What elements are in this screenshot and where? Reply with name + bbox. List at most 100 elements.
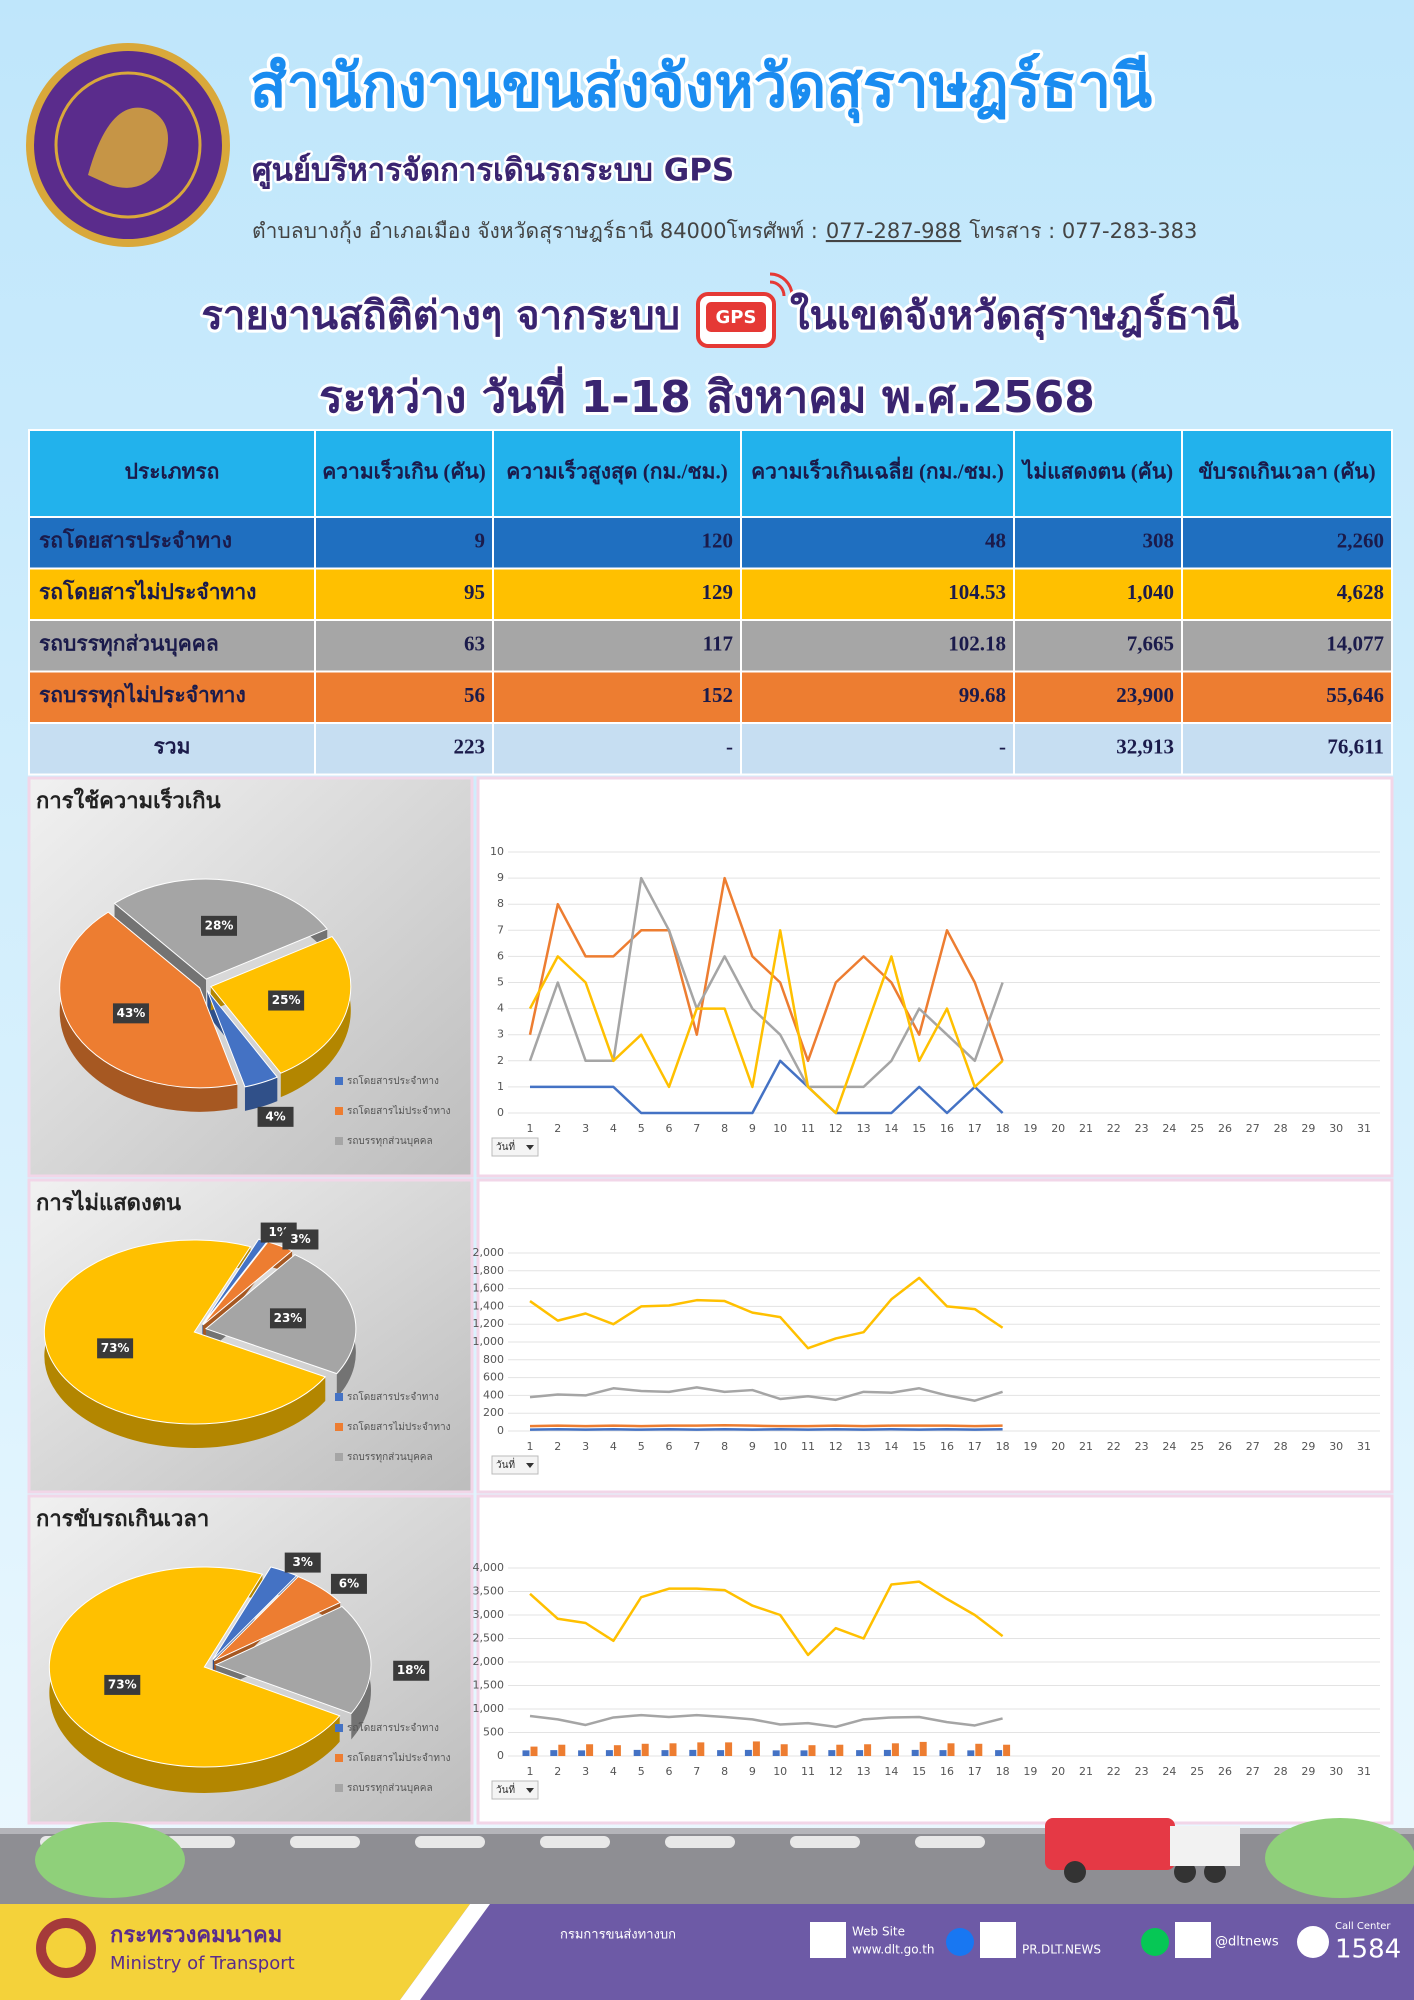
legend-swatch [335, 1107, 343, 1115]
cell-value: 2,260 [1337, 529, 1384, 553]
legend-swatch [335, 1393, 343, 1401]
legend-label: รถโดยสารประจำทาง [347, 1074, 439, 1087]
y-tick-label: 1,200 [473, 1317, 505, 1330]
column-header: ไม่แสดงตน (คัน) [1021, 458, 1173, 483]
cell-value: 63 [464, 632, 485, 656]
pie-label: 28% [205, 918, 234, 932]
cell-value: 55,646 [1326, 683, 1384, 707]
cell-value: 104.53 [948, 580, 1006, 604]
legend-swatch [335, 1077, 343, 1085]
table-cell [1181, 619, 1393, 673]
bar [586, 1744, 594, 1756]
x-tick-label: 6 [666, 1440, 673, 1453]
x-tick-label: 19 [1023, 1122, 1037, 1135]
pie-label-box [268, 990, 305, 1011]
x-tick-label: 30 [1329, 1122, 1343, 1135]
header-address: ตำบลบางกุ้ง อำเภอเมือง จังหวัดสุราษฎร์ธา… [252, 219, 1197, 244]
column-header: ขับรถเกินเวลา (คัน) [1198, 459, 1375, 483]
series-line [528, 929, 1004, 1115]
table-cell [28, 670, 316, 724]
x-tick-label: 8 [721, 1440, 728, 1453]
cell-value: 4,628 [1337, 580, 1384, 604]
x-tick-label: 4 [610, 1765, 617, 1778]
table-cell [28, 567, 316, 621]
line-panel [476, 1494, 1394, 1825]
header-cell [740, 429, 1015, 518]
gps-badge-text: GPS [716, 307, 757, 328]
bar [717, 1750, 725, 1756]
x-tick-label: 23 [1135, 1122, 1149, 1135]
table-cell [492, 567, 742, 621]
x-tick-label: 11 [801, 1440, 815, 1453]
x-tick-label: 14 [884, 1440, 898, 1453]
panel-title: การไม่แสดงตน [36, 1189, 181, 1216]
chart-panels: การใช้ความเร็วเกิน4%43%28%25%รถโดยสารประ… [27, 776, 1394, 1825]
x-tick-label: 25 [1190, 1440, 1204, 1453]
gps-badge: GPS [696, 272, 794, 348]
table-cell [740, 722, 1015, 776]
cell-value: 32,913 [1116, 735, 1174, 759]
pie-label: 6% [339, 1576, 359, 1590]
series-line [528, 876, 1004, 1063]
y-tick-label: 0 [497, 1106, 504, 1119]
bar [605, 1750, 613, 1756]
address: ตำบลบางกุ้ง อำเภอเมือง จังหวัดสุราษฎร์ธา… [252, 219, 818, 244]
x-tick-label: 25 [1190, 1765, 1204, 1778]
x-tick-label: 21 [1079, 1765, 1093, 1778]
x-tick-label: 29 [1301, 1765, 1315, 1778]
pie-slice [214, 1605, 372, 1715]
bar [689, 1749, 697, 1756]
x-tick-label: 23 [1135, 1440, 1149, 1453]
line-chart: 0 200 400 600 800 1,000 1,200 1,400 1,600 1,800 2,… [473, 1246, 1380, 1475]
bar [856, 1750, 864, 1756]
report-title: รายงานสถิติต่างๆ จากระบบ [201, 293, 680, 339]
fax: โทรสาร : 077-283-383 [969, 219, 1197, 243]
bar [828, 1750, 836, 1756]
bar [919, 1741, 927, 1756]
bar [522, 1750, 530, 1756]
x-tick-label: 2 [554, 1765, 561, 1778]
legend-swatch [335, 1784, 343, 1792]
x-tick-label: 24 [1162, 1122, 1176, 1135]
x-tick-label: 30 [1329, 1765, 1343, 1778]
y-tick-label: 3,000 [473, 1608, 505, 1621]
x-tick-label: 10 [773, 1440, 787, 1453]
header-title: สำนักงานขนส่งจังหวัดสุราษฎร์ธานี [250, 52, 1152, 124]
dropdown-arrow [526, 1788, 534, 1793]
bar [939, 1750, 947, 1756]
row-label: รถบรรทุกส่วนบุคคล [39, 632, 219, 658]
x-tick-label: 29 [1301, 1440, 1315, 1453]
x-tick-label: 4 [610, 1440, 617, 1453]
cell-value: 223 [454, 735, 486, 759]
row-label: รถโดยสารประจำทาง [39, 528, 232, 553]
legend-swatch [335, 1137, 343, 1145]
pie-label: 73% [101, 1341, 130, 1355]
x-tick-label: 17 [968, 1440, 982, 1453]
logo [26, 43, 230, 247]
x-tick-label: 3 [582, 1440, 589, 1453]
pie-slice [206, 990, 279, 1088]
day-filter-button [491, 1137, 539, 1157]
y-tick-label: 1,000 [473, 1335, 505, 1348]
bar [752, 1741, 760, 1756]
cell-value: 14,077 [1326, 632, 1384, 656]
pie-slice [48, 1566, 341, 1768]
legend-label: รถบรรทุกส่วนบุคคล [347, 1783, 433, 1794]
x-tick-label: 12 [829, 1765, 843, 1778]
y-tick-label: 4 [497, 1002, 504, 1015]
x-tick-label: 19 [1023, 1440, 1037, 1453]
y-tick-label: 800 [483, 1353, 504, 1366]
bar [911, 1749, 919, 1756]
y-tick-label: 3,500 [473, 1585, 505, 1598]
x-tick-label: 28 [1274, 1122, 1288, 1135]
legend-label: รถโดยสารไม่ประจำทาง [347, 1104, 451, 1117]
table-cell [740, 516, 1015, 570]
dropdown-arrow [526, 1463, 534, 1468]
table-cell [740, 619, 1015, 673]
y-tick-label: 7 [497, 923, 504, 936]
y-tick-label: 3 [497, 1028, 504, 1041]
y-tick-label: 8 [497, 897, 504, 910]
bar [697, 1742, 705, 1756]
y-tick-label: 2,000 [473, 1655, 505, 1668]
day-filter-button [491, 1455, 539, 1475]
